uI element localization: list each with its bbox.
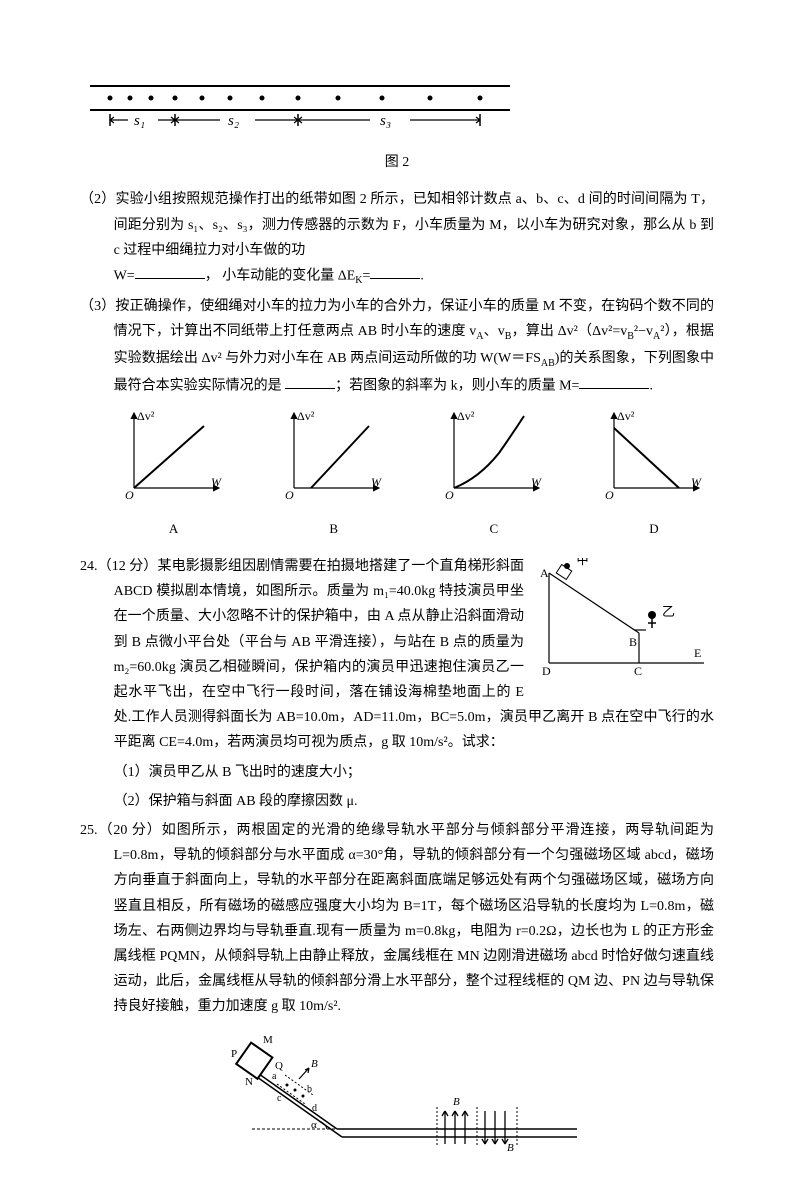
svg-text:Δv²: Δv²	[457, 409, 475, 423]
svg-text:b: b	[307, 1084, 312, 1095]
question-24: A B C D E 甲 乙 24.（12 分）某电影摄影组因剧情需要在拍摄地搭建…	[80, 554, 714, 756]
svg-text:s₃: s₃	[380, 113, 391, 129]
blank-graph-choice	[285, 373, 335, 389]
svg-text:s₂: s₂	[228, 113, 239, 129]
svg-text:P: P	[231, 1048, 237, 1060]
question-25: 25.（20 分）如图所示，两根固定的光滑的绝缘导轨水平部分与倾斜部分平滑连接，…	[80, 818, 714, 1020]
q24-points: （12 分）	[98, 559, 158, 574]
tape-diagram: a b c d s₁ s₂ s₃	[80, 80, 520, 135]
question-3: （3）按正确操作，使细绳对小车的拉力为小车的合外力，保证小车的质量 M 不变，在…	[80, 294, 714, 398]
svg-text:a: a	[272, 1071, 277, 1082]
blank-W	[135, 263, 205, 279]
svg-text:c: c	[285, 80, 293, 84]
svg-text:Δv²: Δv²	[617, 409, 635, 423]
q24-prefix: 24.	[80, 559, 98, 574]
svg-text:乙: 乙	[662, 604, 675, 619]
svg-text:B: B	[507, 1142, 514, 1154]
graph-B: Δv² W O B	[274, 408, 394, 540]
q2-prefix: （2）	[80, 192, 115, 207]
svg-text:甲: 甲	[576, 558, 589, 567]
svg-text:B: B	[311, 1058, 318, 1070]
svg-text:B: B	[629, 635, 637, 649]
svg-text:B: B	[453, 1096, 460, 1108]
svg-text:O: O	[605, 488, 614, 502]
tape-caption: 图 2	[80, 150, 714, 175]
svg-text:O: O	[285, 488, 294, 502]
svg-text:M: M	[263, 1034, 273, 1046]
svg-text:b: b	[170, 80, 179, 84]
svg-text:W: W	[691, 475, 702, 489]
svg-text:E: E	[694, 646, 701, 660]
svg-text:W: W	[371, 475, 382, 489]
graph-C: Δv² W O C	[434, 408, 554, 540]
graph-D: Δv² W O D	[594, 408, 714, 540]
q2-w-label: W=	[114, 268, 135, 283]
svg-text:A: A	[540, 566, 549, 580]
q24-sub2: （2）保护箱与斜面 AB 段的摩擦因数 μ.	[80, 789, 714, 814]
blank-dEk	[370, 263, 420, 279]
graph-options-row: Δv² W O A Δv² W O B Δv² W	[114, 408, 714, 540]
svg-text:d: d	[312, 1103, 317, 1114]
svg-text:a: a	[105, 80, 114, 84]
graph-A: Δv² W O A	[114, 408, 234, 540]
q2-text1: 实验小组按照规范操作打出的纸带如图 2 所示，已知相邻计数点 a、b、c、d 间…	[114, 192, 714, 257]
svg-text:Δv²: Δv²	[137, 409, 155, 423]
svg-text:α: α	[311, 1119, 317, 1131]
svg-text:W: W	[211, 475, 222, 489]
svg-text:N: N	[245, 1076, 253, 1088]
svg-text:s₁: s₁	[134, 113, 145, 129]
question-2: （2）实验小组按照规范操作打出的纸带如图 2 所示，已知相邻计数点 a、b、c、…	[80, 187, 714, 290]
q24-sub1: （1）演员甲乙从 B 飞出时的速度大小；	[80, 760, 714, 785]
svg-text:W: W	[531, 475, 542, 489]
blank-mass	[579, 373, 649, 389]
q2-text2: ， 小车动能的变化量 ΔE	[205, 268, 356, 283]
q25-figure: α P M N Q a b d c B	[207, 1029, 587, 1159]
svg-text:D: D	[542, 664, 551, 678]
svg-text:C: C	[634, 664, 642, 678]
svg-text:Δv²: Δv²	[297, 409, 315, 423]
q25-prefix: 25.	[80, 823, 98, 838]
q3-prefix: （3）	[80, 299, 115, 314]
q25-points: （20 分）	[98, 823, 162, 838]
q25-text: 如图所示，两根固定的光滑的绝缘导轨水平部分与倾斜部分平滑连接，两导轨间距为 L=…	[114, 823, 714, 1014]
svg-text:d: d	[475, 80, 485, 84]
svg-text:O: O	[125, 488, 134, 502]
svg-text:O: O	[445, 488, 454, 502]
svg-text:c: c	[277, 1093, 282, 1104]
q24-figure: A B C D E 甲 乙	[534, 558, 714, 678]
